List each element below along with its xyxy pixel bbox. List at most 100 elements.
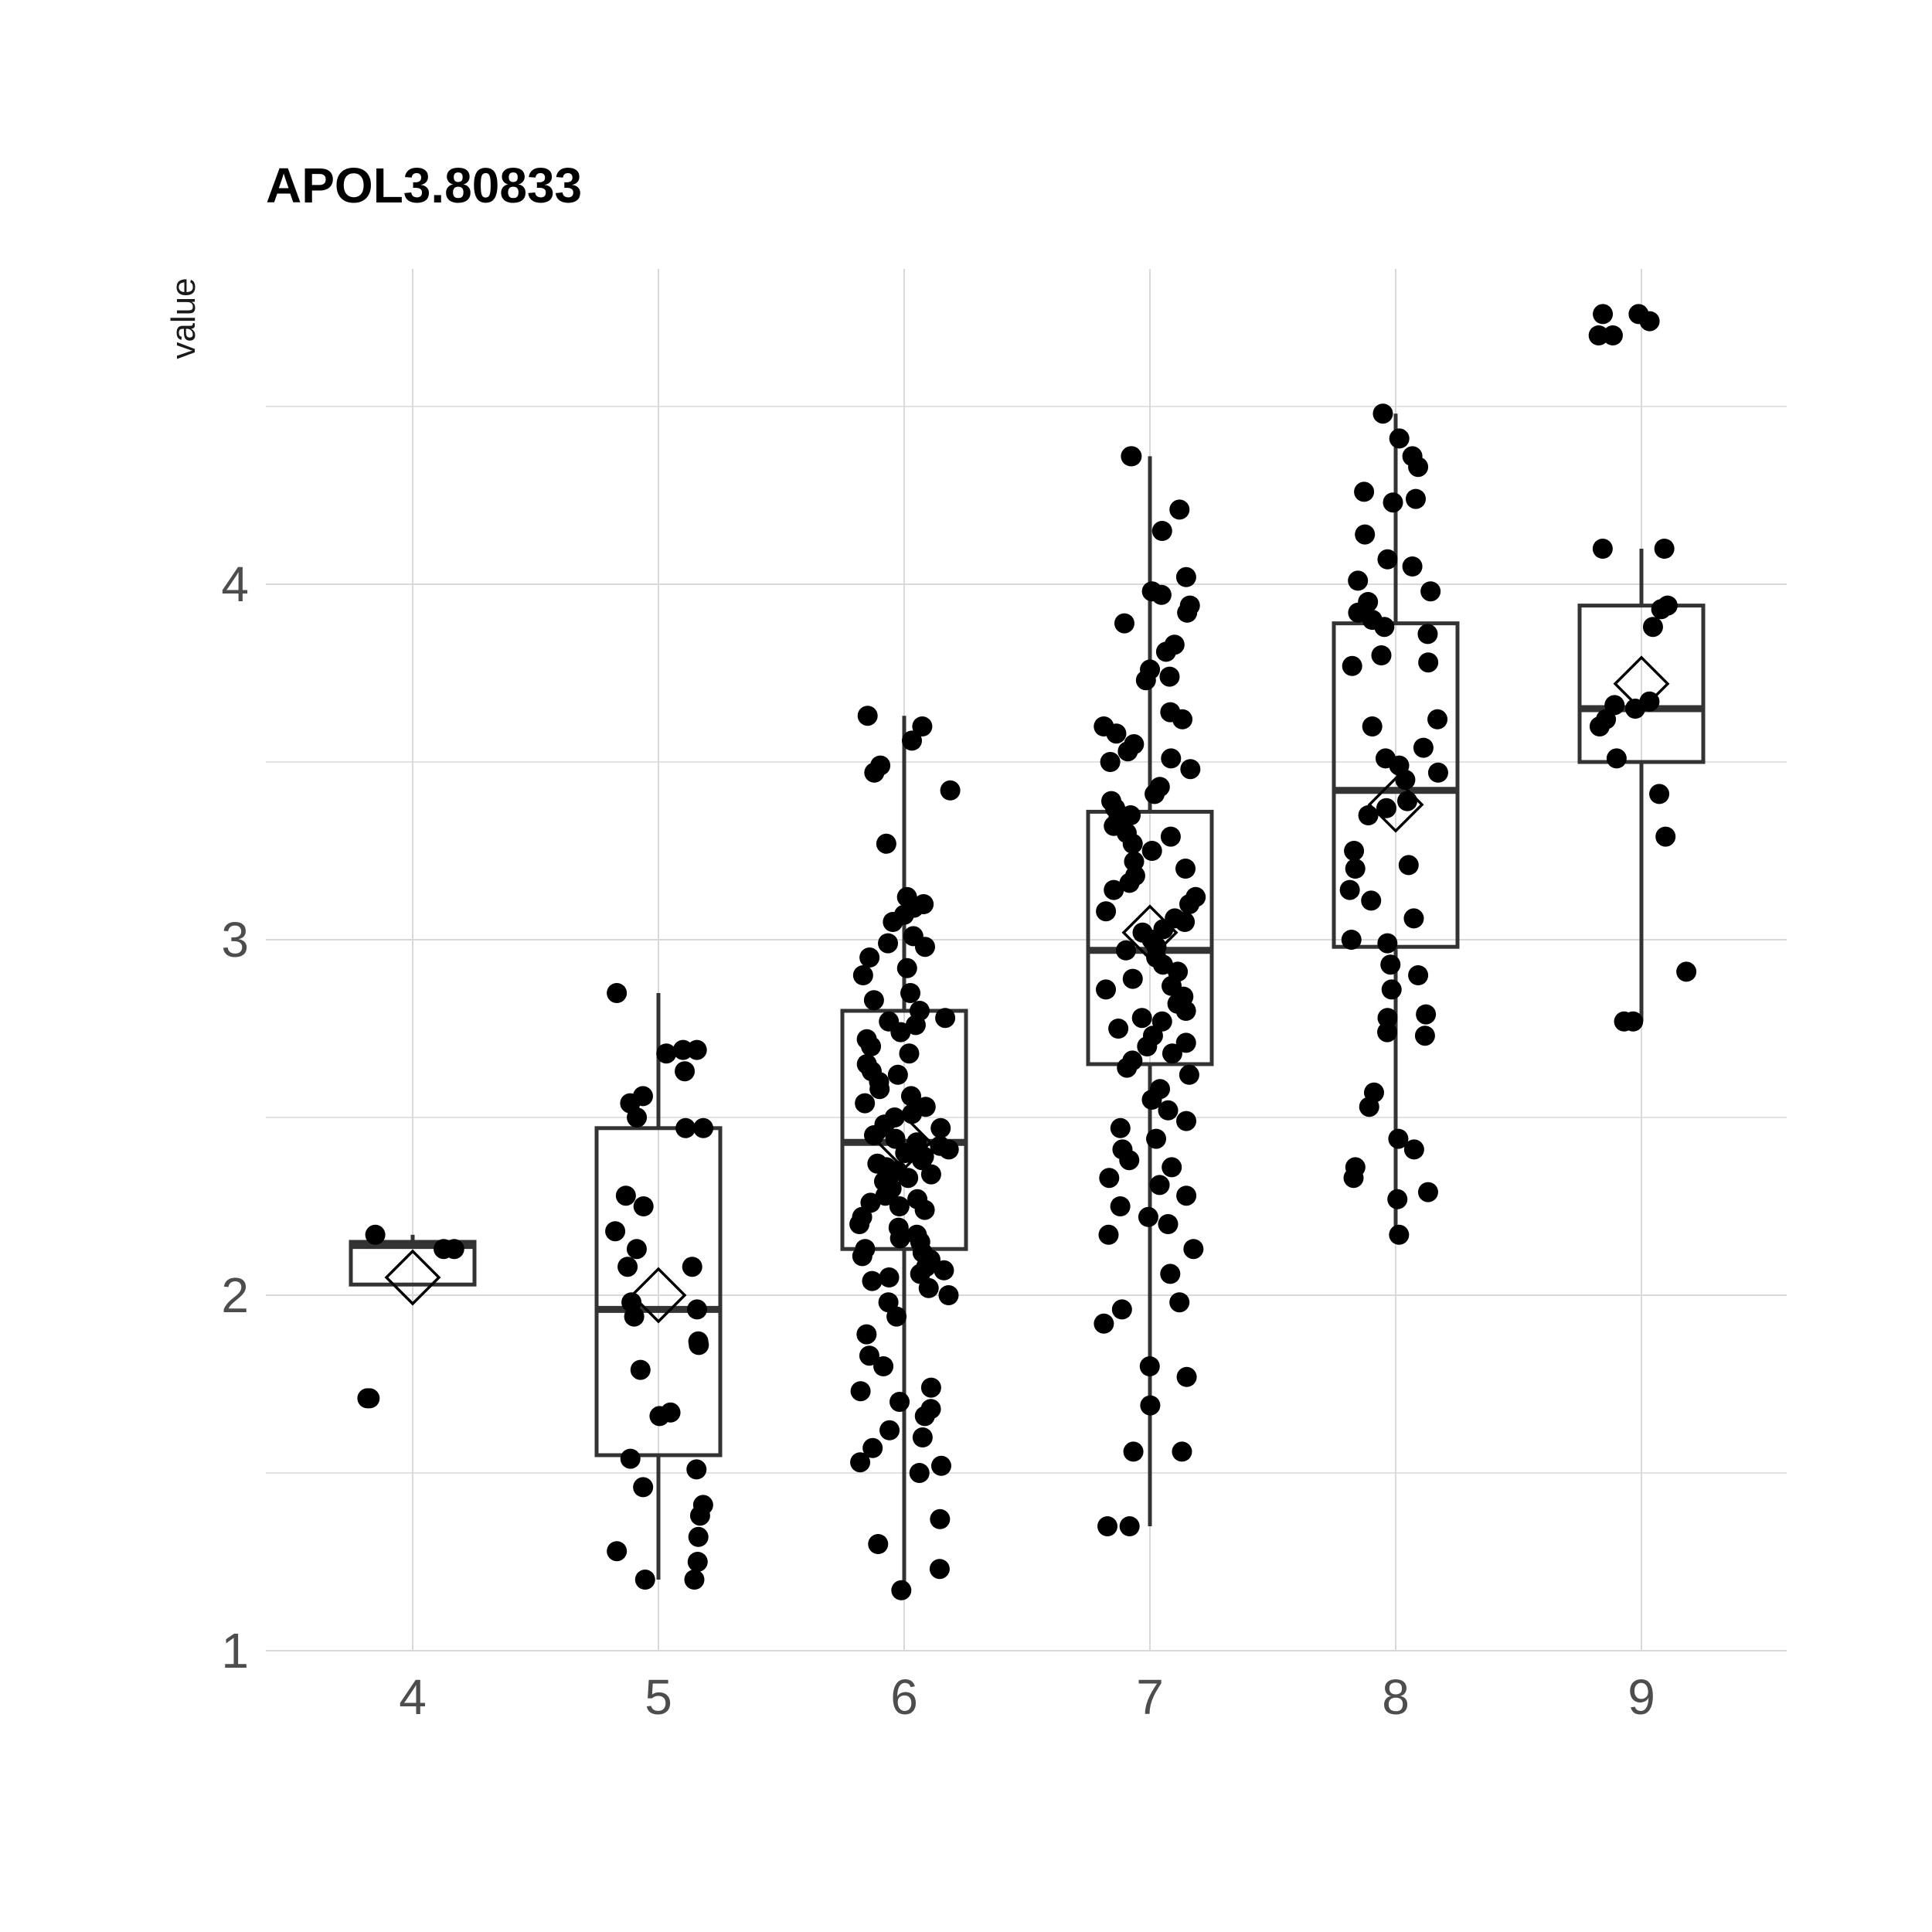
x-tick-label: 5 [645, 1669, 672, 1725]
data-point [1341, 930, 1362, 950]
mean-diamond [630, 1267, 687, 1324]
data-point [675, 1061, 696, 1082]
data-point [899, 1043, 920, 1064]
data-point [1383, 492, 1403, 513]
data-point [930, 1509, 951, 1529]
data-point [1418, 652, 1439, 673]
data-point [1376, 798, 1396, 818]
data-point [1169, 1292, 1190, 1313]
data-point [1122, 968, 1143, 989]
data-point [1179, 894, 1200, 914]
data-point [1380, 954, 1401, 975]
x-tick-label: 7 [1136, 1669, 1164, 1725]
data-point [1140, 1395, 1161, 1416]
data-point [1151, 1011, 1172, 1032]
data-point [1420, 581, 1441, 602]
data-point [1389, 1224, 1410, 1245]
data-point [1141, 841, 1162, 861]
data-point [365, 1224, 386, 1245]
y-axis-label: value [165, 277, 202, 359]
data-point [1123, 1441, 1144, 1462]
chart-title: APOL3.80833 [266, 158, 582, 213]
data-point [1106, 723, 1127, 744]
y-axis-ticks: 1 2 3 4 [221, 556, 249, 1679]
data-point [693, 1117, 714, 1138]
data-point [914, 1406, 935, 1427]
data-point [634, 1570, 655, 1590]
data-point [891, 1580, 912, 1600]
data-point [627, 1107, 648, 1128]
data-point [686, 1459, 707, 1480]
data-point [1172, 709, 1193, 730]
data-point [868, 1534, 889, 1554]
data-point [1639, 311, 1660, 332]
data-point [883, 912, 903, 932]
data-point [1169, 499, 1190, 520]
data-point [1606, 748, 1627, 769]
data-point [682, 1257, 702, 1277]
data-point [1114, 613, 1134, 634]
data-point [1175, 912, 1196, 932]
data-point [607, 983, 628, 1003]
x-tick-label: 9 [1628, 1669, 1655, 1725]
mean-markers [384, 655, 1670, 1324]
data-point [617, 1257, 638, 1277]
data-point [1362, 716, 1383, 736]
data-point [1175, 566, 1196, 587]
data-point [1342, 655, 1362, 676]
data-point [909, 1463, 930, 1483]
data-point [1343, 1168, 1364, 1189]
data-point [862, 1437, 883, 1458]
data-point [850, 1381, 871, 1402]
data-point [864, 762, 885, 783]
data-point [885, 1128, 906, 1149]
data-point [689, 1505, 710, 1526]
data-point [1162, 1043, 1182, 1064]
data-point [914, 937, 935, 957]
data-point [861, 1036, 882, 1056]
data-point [912, 716, 933, 736]
data-point [1119, 1150, 1140, 1171]
box-iqr [1086, 809, 1214, 1066]
data-point [1416, 1004, 1437, 1025]
data-point [1588, 325, 1609, 345]
data-point [1417, 1182, 1438, 1202]
data-point [1649, 784, 1670, 804]
data-point [887, 1064, 908, 1085]
data-point [1402, 556, 1423, 577]
data-point [1179, 1064, 1199, 1085]
data-point [905, 1015, 926, 1036]
data-point [1427, 709, 1448, 730]
data-point [920, 1377, 941, 1398]
data-point [935, 1008, 956, 1029]
mean-diamond [1613, 655, 1670, 713]
data-point [1175, 1001, 1196, 1021]
data-point [1139, 1356, 1160, 1376]
box-iqr [349, 1240, 477, 1287]
data-point [1592, 539, 1613, 559]
data-point [869, 1079, 890, 1100]
data-point [900, 1086, 921, 1107]
data-point [1111, 1299, 1132, 1320]
data-point [1100, 752, 1121, 772]
data-point [1119, 872, 1140, 893]
grid-lines [266, 269, 1787, 1651]
data-point [929, 1559, 950, 1580]
data-point [1158, 1100, 1179, 1121]
data-point [914, 1199, 935, 1220]
data-point [862, 1270, 883, 1291]
data-point [1162, 1157, 1182, 1178]
data-point [879, 1267, 900, 1287]
data-point [890, 1022, 911, 1043]
data-point [686, 1299, 707, 1320]
data-point [918, 1277, 939, 1298]
data-point [1361, 890, 1382, 911]
data-point [672, 1039, 693, 1060]
data-point [684, 1570, 705, 1590]
data-point [1403, 908, 1424, 929]
data-point [687, 1552, 708, 1572]
data-point [1614, 1011, 1634, 1032]
data-point [1175, 1032, 1196, 1053]
data-point [1354, 481, 1375, 502]
data-point [879, 1420, 900, 1440]
